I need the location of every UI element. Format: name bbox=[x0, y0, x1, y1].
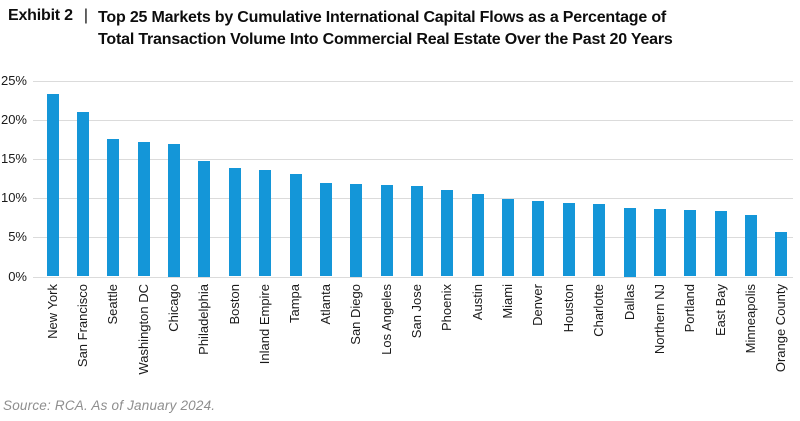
x-tick-label: Phoenix bbox=[439, 284, 455, 331]
exhibit-label: Exhibit 2 bbox=[8, 7, 73, 24]
bar-san-jose bbox=[410, 186, 423, 277]
x-tick-label: Northern NJ bbox=[651, 284, 667, 355]
chart-title-line2: Total Transaction Volume Into Commercial… bbox=[98, 30, 673, 48]
x-tick-label: Portland bbox=[682, 284, 698, 333]
bar-phoenix bbox=[441, 190, 454, 277]
bar-charlotte bbox=[593, 204, 606, 277]
x-tick-label: Orange County bbox=[773, 284, 789, 373]
gridline bbox=[33, 119, 793, 121]
bar-chicago bbox=[168, 144, 180, 277]
bar-seattle bbox=[107, 139, 120, 277]
bar-houston bbox=[562, 202, 575, 277]
x-tick-label: San Francisco bbox=[74, 284, 90, 368]
x-tick-label: San Diego bbox=[348, 284, 364, 345]
y-tick-label: 25% bbox=[0, 72, 27, 88]
source-note: Source: RCA. As of January 2024. bbox=[3, 398, 215, 413]
bar-tampa bbox=[289, 173, 302, 277]
x-tick-label: New York bbox=[44, 284, 60, 339]
bar-orange-county bbox=[775, 231, 788, 277]
y-tick-label: 15% bbox=[0, 150, 27, 166]
x-tick-label: Inland Empire bbox=[257, 284, 273, 365]
bar-northern-nj bbox=[653, 209, 666, 277]
x-tick-label: Denver bbox=[530, 284, 546, 326]
x-tick-label: Dallas bbox=[621, 284, 637, 321]
x-tick-label: Houston bbox=[560, 284, 576, 333]
x-tick-label: Charlotte bbox=[591, 284, 607, 337]
bar-miami bbox=[502, 198, 515, 277]
x-tick-label: Tampa bbox=[287, 284, 303, 324]
bar-washington-dc bbox=[137, 142, 150, 277]
bar-minneapolis bbox=[745, 214, 757, 277]
x-tick-label: San Jose bbox=[408, 284, 424, 339]
y-tick-label: 0% bbox=[8, 268, 27, 284]
title-separator: | bbox=[83, 7, 89, 24]
chart-header: Exhibit 2 | Top 25 Markets by Cumulative… bbox=[8, 7, 673, 50]
gridline bbox=[33, 158, 793, 160]
x-tick-label: Washington DC bbox=[135, 284, 151, 375]
x-tick-label: Philadelphia bbox=[196, 284, 212, 355]
gridline bbox=[33, 276, 793, 278]
source-text: Source: RCA. As of January 2024. bbox=[3, 398, 216, 413]
bar-denver bbox=[532, 201, 545, 277]
x-tick-label: Seattle bbox=[105, 284, 121, 325]
bar-portland bbox=[684, 209, 697, 277]
x-tick-label: Chicago bbox=[165, 284, 181, 332]
bar-atlanta bbox=[319, 183, 332, 277]
bar-san-diego bbox=[350, 184, 363, 277]
bar-new-york bbox=[46, 93, 59, 277]
x-tick-label: Minneapolis bbox=[743, 284, 758, 354]
bar-san-francisco bbox=[76, 111, 89, 277]
x-tick-label: Austin bbox=[469, 284, 485, 321]
bar-los-angeles bbox=[380, 184, 393, 277]
x-tick-label: Atlanta bbox=[317, 284, 333, 325]
chart-title: Top 25 Markets by Cumulative Internation… bbox=[98, 7, 673, 50]
x-tick-label: Miami bbox=[500, 284, 516, 319]
bar-austin bbox=[471, 194, 484, 277]
x-tick-label: Los Angeles bbox=[378, 284, 394, 355]
bar-boston bbox=[228, 168, 241, 277]
bar-dallas bbox=[623, 207, 636, 277]
x-tick-label: Boston bbox=[226, 284, 242, 325]
y-tick-label: 5% bbox=[8, 229, 27, 245]
y-tick-label: 10% bbox=[0, 190, 27, 206]
bar-philadelphia bbox=[198, 160, 211, 277]
y-tick-label: 20% bbox=[0, 111, 27, 127]
gridline bbox=[33, 80, 793, 82]
x-tick-label: East Bay bbox=[712, 284, 728, 337]
bar-inland-empire bbox=[259, 169, 272, 277]
bar-east-bay bbox=[714, 210, 727, 277]
chart-title-line1: Top 25 Markets by Cumulative Internation… bbox=[98, 9, 667, 26]
